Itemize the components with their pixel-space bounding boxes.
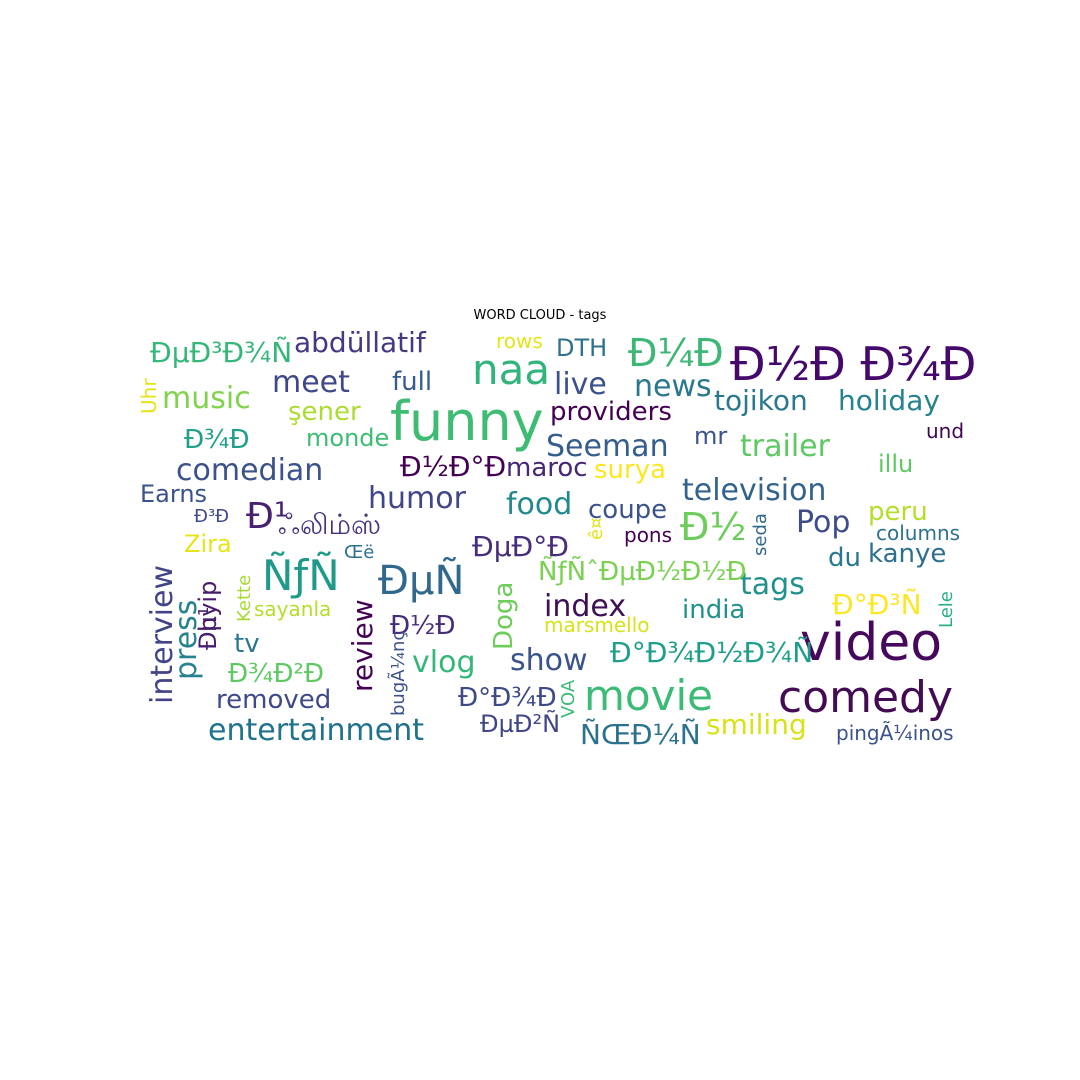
word-81: Lele [936,591,957,628]
word-79: ê¤ [586,517,607,540]
word-53: india [682,595,745,625]
word-43: Ð¾Ð²Ð [228,659,324,689]
word-56: ÐµÐ²Ñ [480,708,560,738]
word-61: Earns [140,480,207,508]
word-16: Pop [796,505,850,540]
word-3: comedy [778,672,953,723]
word-28: press [169,600,204,680]
word-26: meet [272,365,350,400]
word-41: Ð°Ð¾Ð [458,683,557,713]
word-31: ÑŒÐ¼Ñ [580,718,701,751]
word-27: interview [145,565,180,704]
word-6: ÑƒÑ [262,550,340,600]
word-83: VOA [558,679,579,718]
word-72: sayanla [254,597,331,621]
word-71: pons [624,523,672,547]
word-14: comedian [176,453,323,488]
word-24: news [634,369,712,404]
word-7: ÐµÑ [378,556,464,604]
word-46: providers [550,397,672,427]
word-48: maroc [506,453,588,483]
word-18: food [506,487,572,522]
word-21: tags [740,567,805,602]
word-44: Ð¾Ð [184,425,250,455]
word-4: movie [584,671,713,720]
word-13: Seeman [546,429,669,464]
word-42: removed [216,685,331,715]
word-69: columns [876,521,960,545]
word-73: marsmello [544,613,650,637]
word-10: Ð¹ [246,496,288,537]
word-70: pingÃ¼inos [836,721,954,745]
word-25: music [162,381,251,416]
word-37: tojikon [714,384,808,417]
word-59: monde [306,424,389,452]
word-67: ஃலிம்ஸ் [278,508,381,541]
word-66: mr [694,422,727,450]
word-30: smiling [706,708,807,741]
word-12: index [544,589,626,624]
word-55: Ð½Ð [390,611,456,641]
word-68: und [926,419,964,443]
word-65: DTH [556,334,607,362]
word-22: trailer [740,429,831,464]
word-1: video [800,613,942,673]
word-76: Ð³Ð [194,506,229,527]
word-39: ÐµÐ°Ð [472,530,569,563]
word-60: illu [878,450,913,478]
word-78: Kette [234,575,255,622]
word-34: abdüllatif [294,326,427,359]
word-23: live [554,367,607,402]
word-63: tv [234,629,260,659]
word-35: Ð½Ð°Ð [400,450,506,483]
chart-title: WORD CLOUD - tags [473,308,607,323]
word-75: Uhr [137,378,161,414]
word-77: Œë [344,542,374,563]
word-52: du [828,543,861,573]
word-2: funny [390,390,544,453]
word-54: Doga [489,582,519,650]
word-82: bugÃ¼nç [387,631,409,716]
word-5: naa [472,345,550,394]
word-40: ÑƒÑˆÐµÐ½Ð½Ð [538,555,747,587]
word-74: rows [496,329,543,353]
word-45: full [392,367,432,397]
word-17: humor [368,481,467,516]
word-36: Ð°Ð³Ñ [832,588,922,621]
word-49: coupe [588,495,667,525]
word-20: vlog [412,645,476,680]
word-11: entertainment [208,713,424,748]
word-58: şener [288,397,361,427]
word-32: Ð°Ð¾Ð½Ð¾Ñ [610,636,813,669]
word-51: kanye [868,539,946,569]
word-8: Ð¼Ð [628,331,724,375]
word-64: hyip [194,581,222,632]
word-50: peru [868,497,928,527]
word-57: Ðµ¹ [194,607,222,651]
word-0: Ð½Ð Ð¾Ð [730,337,976,391]
word-9: Ð½ [680,505,746,549]
word-15: television [682,473,826,508]
word-62: Zira [184,530,232,558]
word-38: holiday [838,384,940,417]
word-80: seda [750,513,771,556]
word-29: review [346,599,379,692]
word-19: show [510,643,588,678]
word-33: ÐµÐ³Ð¾Ñ [150,336,292,369]
word-47: surya [594,455,666,485]
